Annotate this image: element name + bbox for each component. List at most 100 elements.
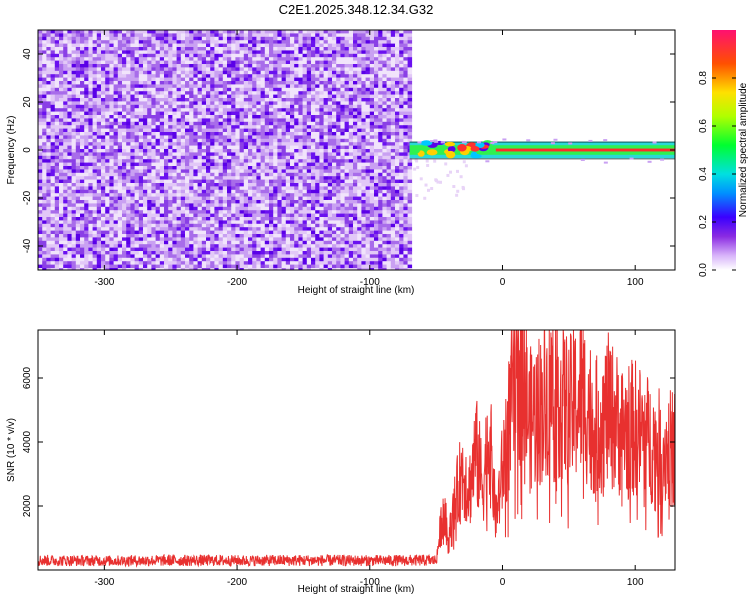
spectrogram-cell	[126, 60, 131, 65]
spectrogram-cell	[290, 87, 295, 92]
spectrogram-cell	[248, 210, 253, 214]
spectrogram-cell	[88, 111, 93, 116]
spectrogram-cell	[390, 60, 396, 65]
spectrogram-cell	[344, 132, 350, 136]
spectrogram-cell	[197, 189, 203, 194]
spectrogram-cell	[59, 81, 64, 85]
spectrogram-cell	[71, 87, 77, 92]
spectrogram-cell	[159, 217, 165, 221]
spectrogram-cell	[197, 193, 203, 197]
spectrogram-cell	[59, 193, 64, 197]
spectrogram-cell	[147, 64, 152, 68]
spectrogram-cell	[96, 155, 102, 160]
spectrogram-cell	[130, 213, 135, 218]
spectrogram-cell	[222, 213, 228, 218]
spectrogram-cell	[260, 176, 266, 180]
spectrogram-cell	[92, 145, 98, 150]
spectrogram-cell	[122, 196, 127, 201]
spectrogram-cell	[168, 77, 173, 82]
spectrogram-cell	[315, 128, 320, 133]
spectrogram-cell	[172, 200, 177, 204]
spectrogram-cell	[298, 53, 303, 58]
spectrogram-cell	[67, 104, 72, 109]
spectrogram-cell	[323, 43, 329, 48]
spectrogram-cell	[290, 81, 295, 85]
spectrogram-cell	[155, 200, 161, 204]
spectrogram-cell	[399, 47, 404, 51]
spectrogram-cell	[218, 111, 224, 116]
spectrogram-cell	[109, 128, 114, 133]
spectrogram-cell	[117, 60, 123, 65]
spectrogram-cell	[193, 50, 198, 55]
spectrogram-cell	[63, 193, 68, 197]
spectrogram-cell	[407, 43, 413, 48]
spectrogram-cell	[311, 183, 316, 187]
spectrogram-cell	[248, 135, 253, 140]
spectrogram-cell	[403, 152, 408, 157]
spectrogram-cell	[50, 138, 56, 143]
spectrogram-cell	[143, 125, 148, 129]
spectrogram-cell	[38, 210, 43, 214]
spectrogram-cell	[319, 217, 324, 221]
spectrogram-cell	[222, 33, 228, 38]
spectrogram-cell	[117, 77, 123, 82]
spectrogram-cell	[365, 217, 371, 221]
spectrogram-cell	[231, 30, 236, 34]
spectrogram-cell	[84, 87, 89, 92]
spectrogram-cell	[256, 87, 261, 92]
spectrogram-cell	[348, 81, 354, 85]
spectrogram-cell	[327, 57, 333, 61]
spectrogram-cell	[386, 203, 392, 208]
spectrogram-cell	[168, 43, 173, 48]
spectrogram-cell	[63, 217, 68, 221]
spectrogram-cell	[386, 159, 392, 163]
spectrogram-cell	[311, 189, 316, 194]
spectrogram-cell	[101, 159, 106, 163]
spectrogram-cell	[117, 193, 123, 197]
spectrogram-cell	[138, 217, 144, 221]
spectrogram-cell	[126, 98, 131, 102]
spectrogram-cell	[143, 183, 148, 187]
spectrogram-cell	[180, 118, 186, 123]
spectrogram-cell	[201, 77, 207, 82]
spectrogram-cell	[390, 87, 396, 92]
spectrogram-cell	[101, 189, 106, 194]
spectrogram-cell	[290, 186, 295, 191]
spectrogram-cell	[378, 94, 383, 99]
spectrogram-cell	[38, 43, 43, 48]
spectrogram-cell	[252, 64, 257, 68]
spectrogram-cell	[172, 43, 177, 48]
spectrogram-cell	[130, 196, 135, 201]
spectrogram-cell	[193, 210, 198, 214]
spectrogram-cell	[206, 70, 211, 75]
spectrogram-cell	[248, 203, 253, 208]
spectrogram-cell	[117, 206, 123, 211]
spectrogram-cell	[96, 104, 102, 109]
spectrogram-cell	[222, 77, 228, 82]
spectrogram-cell	[143, 118, 148, 123]
spectrogram-cell	[210, 152, 215, 157]
spectrogram-cell	[395, 57, 400, 61]
spectrogram-cell	[390, 94, 396, 99]
spectrogram-cell	[214, 57, 219, 61]
spectrogram-cell	[214, 193, 219, 197]
spectrogram-cell	[382, 142, 387, 146]
spectrogram-cell	[46, 135, 51, 140]
spectrogram-cell	[138, 33, 144, 38]
spectrogram-cell	[189, 200, 194, 204]
spectrogram-cell	[122, 213, 127, 218]
spectrogram-cell	[126, 138, 131, 143]
spectrogram-cell	[374, 186, 379, 191]
spectrogram-cell	[365, 43, 371, 48]
spectrogram-cell	[239, 176, 245, 180]
spectrogram-cell	[84, 179, 89, 184]
spectrogram-cell	[407, 115, 413, 119]
spectrogram-cell	[113, 169, 119, 174]
spectrogram-cell	[243, 33, 249, 38]
spectrogram-cell	[143, 217, 148, 221]
spectrogram-cell	[143, 196, 148, 201]
spectrogram-cell	[256, 186, 261, 191]
spectrogram-cell	[38, 132, 43, 136]
spectrogram-cell	[239, 36, 245, 41]
spectrogram-cell	[210, 135, 215, 140]
